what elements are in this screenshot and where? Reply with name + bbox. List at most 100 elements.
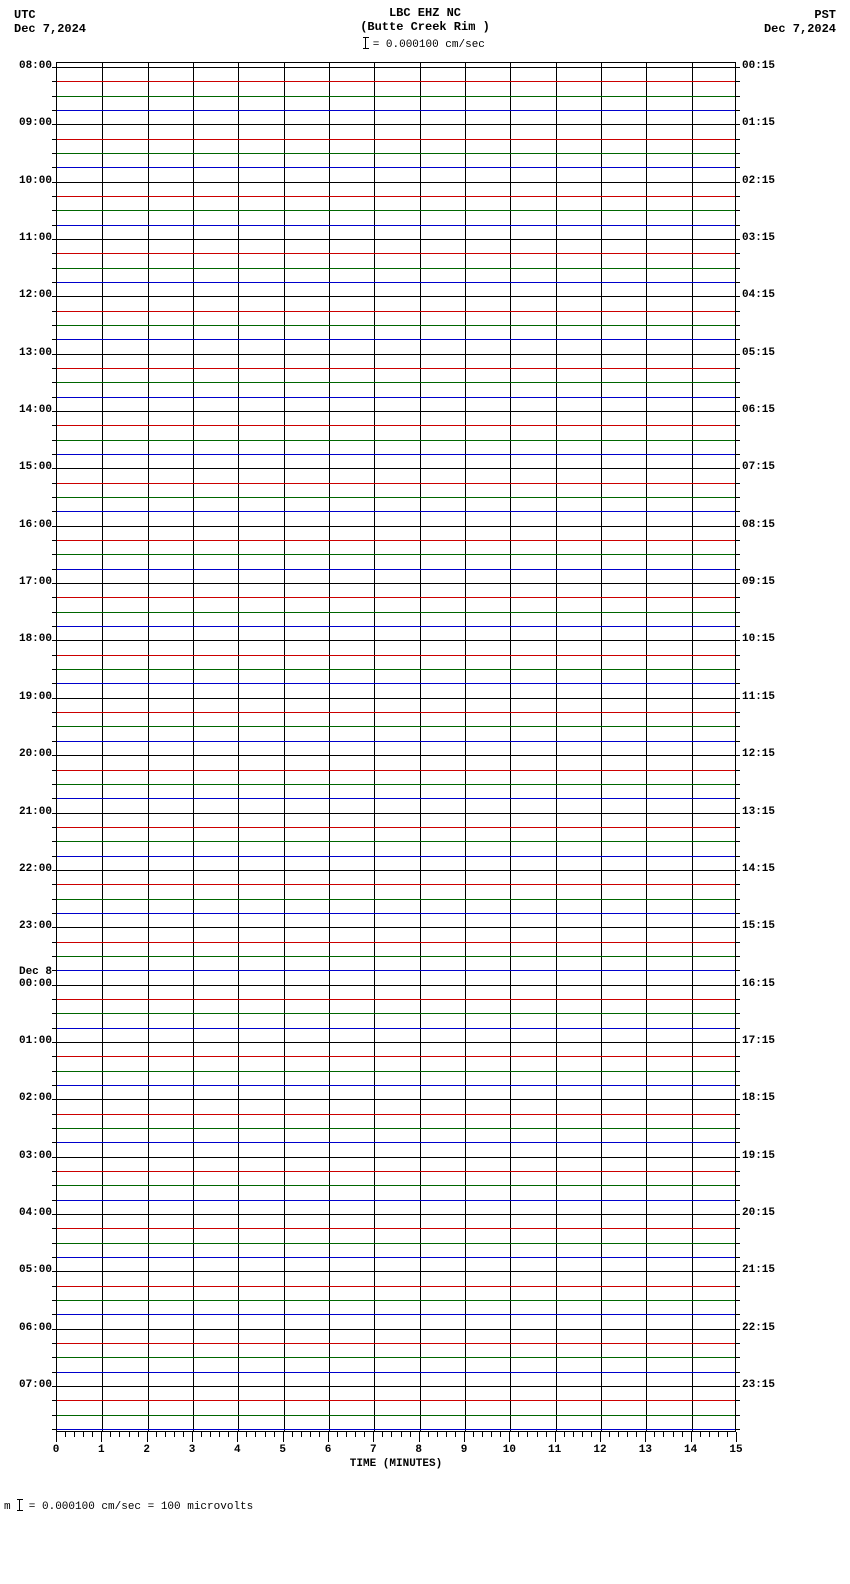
footer-prefix: m — [4, 1501, 17, 1513]
left-hour-label: 01:00 — [19, 1035, 52, 1047]
trace-line — [57, 354, 735, 355]
x-tick-minor — [727, 1432, 728, 1437]
trace-line — [57, 483, 735, 484]
x-tick-minor — [718, 1432, 719, 1437]
pst-date: Dec 7,2024 — [764, 22, 836, 36]
x-tick-major — [283, 1432, 284, 1442]
trace-line — [57, 669, 735, 670]
left-hour-label: 14:00 — [19, 404, 52, 416]
x-tick-minor — [609, 1432, 610, 1437]
trace-line — [57, 1243, 735, 1244]
x-tick-minor — [518, 1432, 519, 1437]
trace-line — [57, 296, 735, 297]
trace-line — [57, 741, 735, 742]
left-hour-label: 18:00 — [19, 633, 52, 645]
x-tick-major — [555, 1432, 556, 1442]
right-hour-label: 20:15 — [742, 1207, 775, 1219]
trace-line — [57, 683, 735, 684]
x-tick-minor — [265, 1432, 266, 1437]
trace-line — [57, 282, 735, 283]
x-tick-minor — [591, 1432, 592, 1437]
x-tick-major — [328, 1432, 329, 1442]
x-tick-major — [464, 1432, 465, 1442]
x-tick-minor — [255, 1432, 256, 1437]
trace-line — [57, 712, 735, 713]
left-hour-label: 09:00 — [19, 117, 52, 129]
x-tick-minor — [346, 1432, 347, 1437]
right-hour-label: 00:15 — [742, 60, 775, 72]
x-tick-label: 4 — [234, 1444, 241, 1456]
right-hour-label: 13:15 — [742, 806, 775, 818]
trace-line — [57, 726, 735, 727]
x-tick-minor — [682, 1432, 683, 1437]
x-tick-minor — [92, 1432, 93, 1437]
left-time-labels: 08:0009:0010:0011:0012:0013:0014:0015:00… — [0, 62, 54, 1432]
scale-text: = 0.000100 cm/sec — [373, 39, 485, 51]
left-hour-label: 02:00 — [19, 1092, 52, 1104]
x-tick-label: 2 — [143, 1444, 150, 1456]
right-hour-label: 04:15 — [742, 289, 775, 301]
x-tick-minor — [700, 1432, 701, 1437]
trace-line — [57, 1042, 735, 1043]
trace-line — [57, 970, 735, 971]
right-hour-label: 07:15 — [742, 461, 775, 473]
x-tick-minor — [564, 1432, 565, 1437]
trace-line — [57, 698, 735, 699]
x-axis-label: TIME (MINUTES) — [56, 1458, 736, 1470]
x-tick-minor — [582, 1432, 583, 1437]
trace-line — [57, 583, 735, 584]
x-tick-minor — [165, 1432, 166, 1437]
trace-line — [57, 96, 735, 97]
right-hour-label: 14:15 — [742, 863, 775, 875]
trace-line — [57, 626, 735, 627]
x-tick-major — [147, 1432, 148, 1442]
trace-line — [57, 253, 735, 254]
trace-line — [57, 225, 735, 226]
trace-line — [57, 339, 735, 340]
x-tick-minor — [110, 1432, 111, 1437]
trace-line — [57, 268, 735, 269]
trace-line — [57, 196, 735, 197]
trace-line — [57, 440, 735, 441]
trace-line — [57, 1142, 735, 1143]
footer-scale: m = 0.000100 cm/sec = 100 microvolts — [4, 1500, 253, 1513]
trace-line — [57, 640, 735, 641]
trace-line — [57, 1085, 735, 1086]
trace-line — [57, 1157, 735, 1158]
x-tick-minor — [364, 1432, 365, 1437]
trace-line — [57, 124, 735, 125]
right-hour-label: 02:15 — [742, 175, 775, 187]
right-hour-label: 18:15 — [742, 1092, 775, 1104]
left-hour-label: 11:00 — [19, 232, 52, 244]
trace-line — [57, 1314, 735, 1315]
right-hour-label: 01:15 — [742, 117, 775, 129]
trace-line — [57, 1429, 735, 1430]
trace-line — [57, 1386, 735, 1387]
x-tick-minor — [319, 1432, 320, 1437]
right-time-labels: 00:1501:1502:1503:1504:1505:1506:1507:15… — [738, 62, 848, 1432]
trace-line — [57, 784, 735, 785]
left-hour-label: 23:00 — [19, 920, 52, 932]
x-tick-minor — [673, 1432, 674, 1437]
x-tick-major — [101, 1432, 102, 1442]
x-tick-minor — [310, 1432, 311, 1437]
right-hour-label: 09:15 — [742, 576, 775, 588]
x-tick-minor — [337, 1432, 338, 1437]
trace-line — [57, 1056, 735, 1057]
x-tick-label: 6 — [325, 1444, 332, 1456]
x-tick-minor — [446, 1432, 447, 1437]
trace-line — [57, 1171, 735, 1172]
right-hour-label: 10:15 — [742, 633, 775, 645]
station-code: LBC EHZ NC — [389, 6, 461, 20]
x-tick-minor — [500, 1432, 501, 1437]
x-tick-minor — [482, 1432, 483, 1437]
trace-line — [57, 1400, 735, 1401]
x-tick-minor — [129, 1432, 130, 1437]
x-tick-major — [192, 1432, 193, 1442]
x-tick-minor — [274, 1432, 275, 1437]
trace-line — [57, 913, 735, 914]
x-tick-label: 8 — [415, 1444, 422, 1456]
trace-line — [57, 1357, 735, 1358]
trace-line — [57, 1128, 735, 1129]
trace-line — [57, 397, 735, 398]
